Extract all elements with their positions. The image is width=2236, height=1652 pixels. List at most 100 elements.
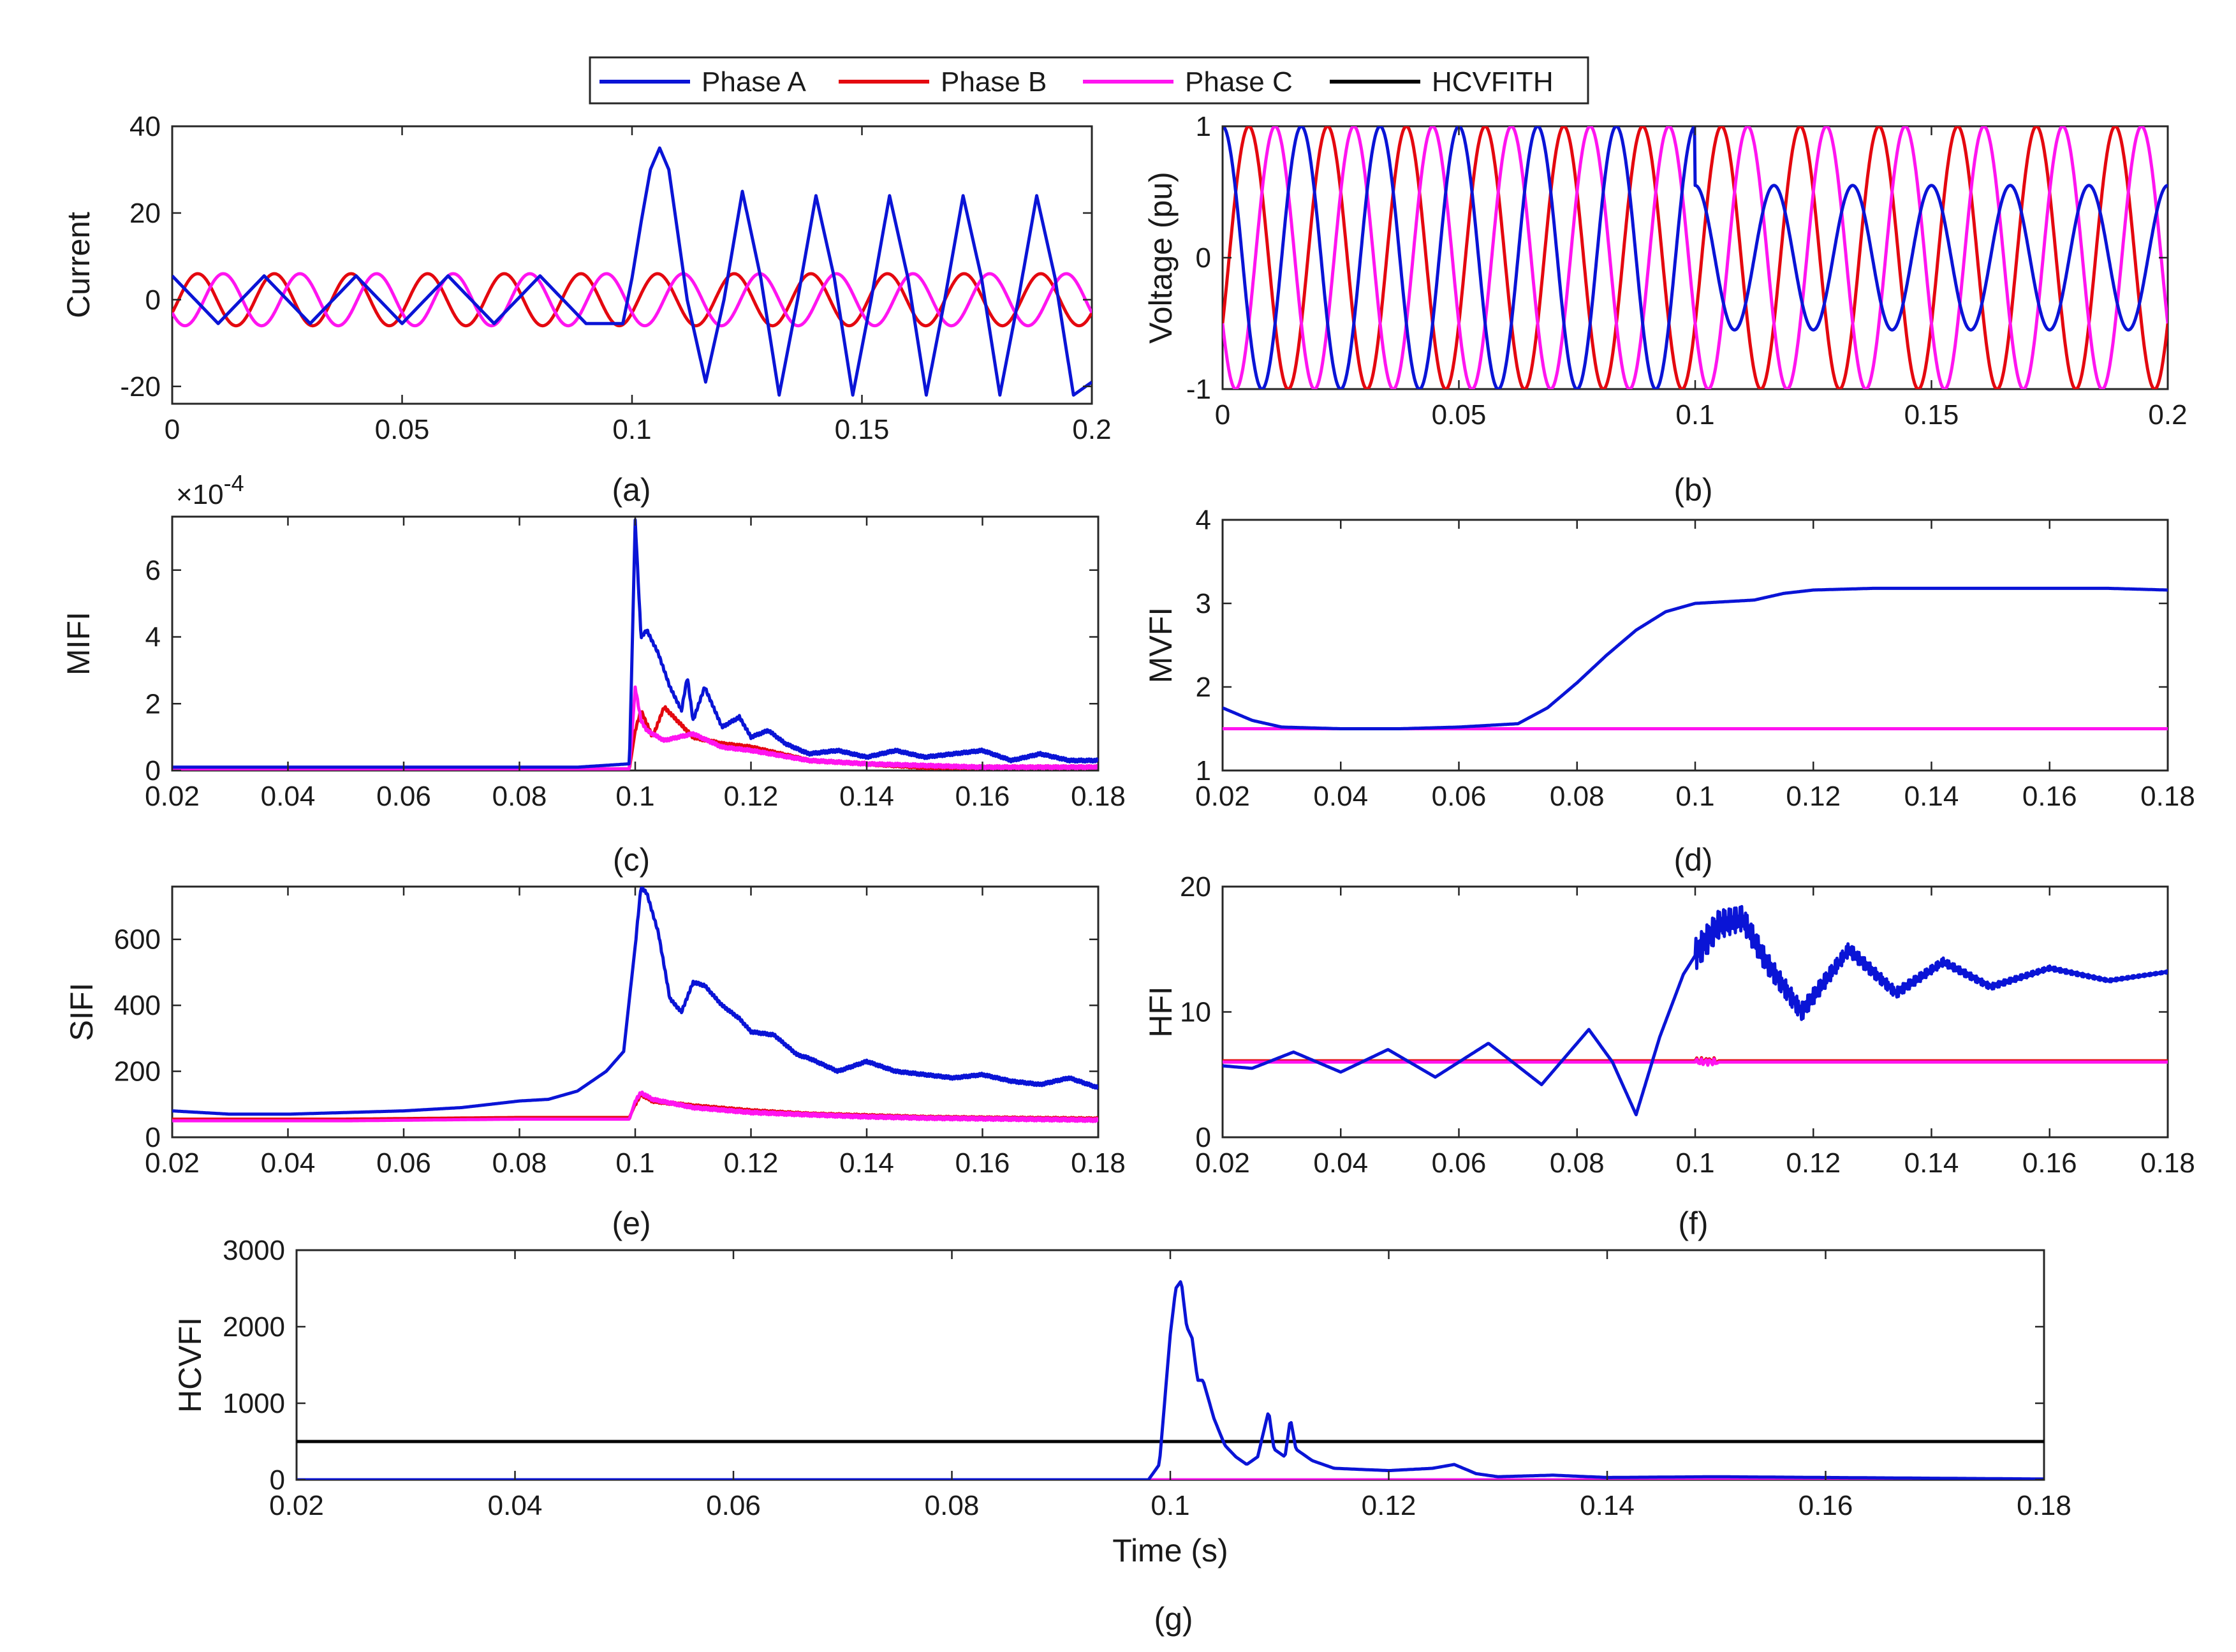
x-tick-label: 0.1 <box>1675 1147 1714 1179</box>
x-tick-label: 0.08 <box>492 1147 547 1179</box>
y-tick-label: 40 <box>129 111 161 142</box>
y-tick-label: -20 <box>120 371 161 402</box>
y-tick-label: -1 <box>1186 374 1211 405</box>
x-tick-label: 0.1 <box>612 414 651 445</box>
x-tick-label: 0.06 <box>1432 781 1487 812</box>
legend: Phase A Phase B Phase C HCVFITH <box>589 56 1589 105</box>
y-tick-label: 1 <box>1196 755 1211 786</box>
x-tick-label: 0.15 <box>1904 399 1959 431</box>
series-e-phase-a <box>172 887 1098 1116</box>
series-e-phase-c <box>172 1090 1098 1123</box>
y-tick-label: 3000 <box>223 1235 285 1266</box>
series-group-e <box>172 887 1098 1123</box>
x-tick-label: 0.16 <box>1798 1490 1853 1521</box>
x-tick-label: 0.18 <box>2017 1490 2071 1521</box>
y-axis-label-e: SIFI <box>64 983 99 1042</box>
x-tick-label: 0.04 <box>261 781 316 812</box>
y-tick-label: 0 <box>145 284 161 316</box>
x-tick-label: 0.02 <box>1195 1147 1250 1179</box>
y-tick-label: 20 <box>129 198 161 229</box>
x-tick-label: 0.12 <box>1786 781 1841 812</box>
x-tick-label: 0.14 <box>1904 1147 1959 1179</box>
y-tick-label: 0 <box>270 1464 285 1496</box>
plot-area-a <box>171 125 1093 405</box>
y-axis-exponent: ×10-4 <box>176 470 244 510</box>
series-a-phase-a <box>172 146 1092 397</box>
x-tick-label: 0.08 <box>492 781 547 812</box>
x-tick-label: 0.1 <box>1675 781 1714 812</box>
legend-label-phase-c: Phase C <box>1185 66 1293 98</box>
y-axis-label-b: Voltage (pu) <box>1143 172 1179 344</box>
legend-label-phase-a: Phase A <box>702 66 807 98</box>
series-d-phase-a <box>1223 586 2168 730</box>
series-group-a <box>172 146 1092 397</box>
x-tick-label: 0.06 <box>706 1490 761 1521</box>
x-tick-label: 0.16 <box>955 781 1010 812</box>
chart-panel-d: 0.02 0.04 0.06 0.08 0.1 0.12 0.14 0.16 0.18 1 2 3 4 M… <box>1143 505 2195 878</box>
x-tick-label: 0.2 <box>2148 399 2187 431</box>
series-group-b <box>1223 126 2168 389</box>
panel-caption-f: (f) <box>1678 1206 1708 1241</box>
series-c-phase-c <box>172 685 1098 771</box>
x-tick-label: 0.1 <box>615 781 654 812</box>
x-tick-label: 0.02 <box>269 1490 324 1521</box>
y-axis-label-f: HFI <box>1143 986 1179 1038</box>
x-tick-label: 0.12 <box>1786 1147 1841 1179</box>
y-tick-label: 0 <box>145 755 161 786</box>
chart-panel-e: 0.02 0.04 0.06 0.08 0.1 0.12 0.14 0.16 0.18 0 200 4… <box>64 885 1126 1241</box>
series-group-f <box>1223 904 2168 1117</box>
x-tick-label: 0.08 <box>1550 1147 1605 1179</box>
plot-area-g <box>295 1249 2045 1481</box>
x-tick-label: 0.02 <box>145 781 200 812</box>
x-tick-label: 0.04 <box>1313 1147 1368 1179</box>
panel-caption-d: (d) <box>1673 842 1712 878</box>
panel-caption-c: (c) <box>613 842 650 878</box>
x-tick-label: 0.14 <box>1904 781 1959 812</box>
x-tick-label: 0.04 <box>488 1490 543 1521</box>
x-tick-label: 0.1 <box>615 1147 654 1179</box>
panel-caption-b: (b) <box>1673 472 1712 508</box>
x-tick-label: 0.14 <box>1580 1490 1635 1521</box>
x-tick-label: 0.1 <box>1675 399 1714 431</box>
y-tick-label: 4 <box>1196 505 1211 536</box>
series-group-d <box>1223 586 2168 730</box>
plot-area-d <box>1221 519 2169 772</box>
series-b-phase-c <box>1223 126 2168 389</box>
plot-area-f <box>1221 885 2169 1139</box>
x-tick-label: 0.06 <box>376 781 431 812</box>
x-tick-label: 0.16 <box>2022 1147 2077 1179</box>
chart-panel-c: 0.02 0.04 0.06 0.08 0.1 0.12 0.14 0.16 0.18 0 2 4 6 M… <box>61 470 1126 878</box>
y-tick-label: 3 <box>1196 588 1211 619</box>
x-tick-label: 0.12 <box>724 781 779 812</box>
x-tick-label: 0 <box>165 414 180 445</box>
y-tick-label: 20 <box>1180 871 1211 903</box>
x-tick-label: 0.2 <box>1072 414 1111 445</box>
y-tick-label: 2 <box>145 688 161 719</box>
y-tick-label: 0 <box>1196 1122 1211 1153</box>
y-tick-label: 1000 <box>223 1388 285 1419</box>
x-tick-label: 0.08 <box>925 1490 980 1521</box>
series-a-phase-c <box>172 272 1092 328</box>
x-tick-label: 0 <box>1215 399 1230 431</box>
x-tick-label: 0.15 <box>835 414 890 445</box>
x-tick-label: 0.18 <box>1071 781 1126 812</box>
y-axis-label-a: Current <box>61 212 96 318</box>
y-tick-label: 6 <box>145 555 161 586</box>
y-tick-label: 200 <box>114 1056 161 1088</box>
y-tick-label: 400 <box>114 990 161 1021</box>
series-g-phase-a <box>297 1280 2044 1480</box>
x-tick-label: 0.06 <box>376 1147 431 1179</box>
x-tick-label: 0.06 <box>1432 1147 1487 1179</box>
x-tick-label: 0.14 <box>839 1147 894 1179</box>
x-tick-label: 0.18 <box>1071 1147 1126 1179</box>
panel-caption-a: (a) <box>612 472 651 508</box>
y-tick-label: 0 <box>145 1122 161 1153</box>
x-tick-label: 0.04 <box>1313 781 1368 812</box>
y-axis-exponent-power: -4 <box>224 470 244 496</box>
x-tick-label: 0.02 <box>1195 781 1250 812</box>
plot-area-e <box>171 885 1100 1139</box>
